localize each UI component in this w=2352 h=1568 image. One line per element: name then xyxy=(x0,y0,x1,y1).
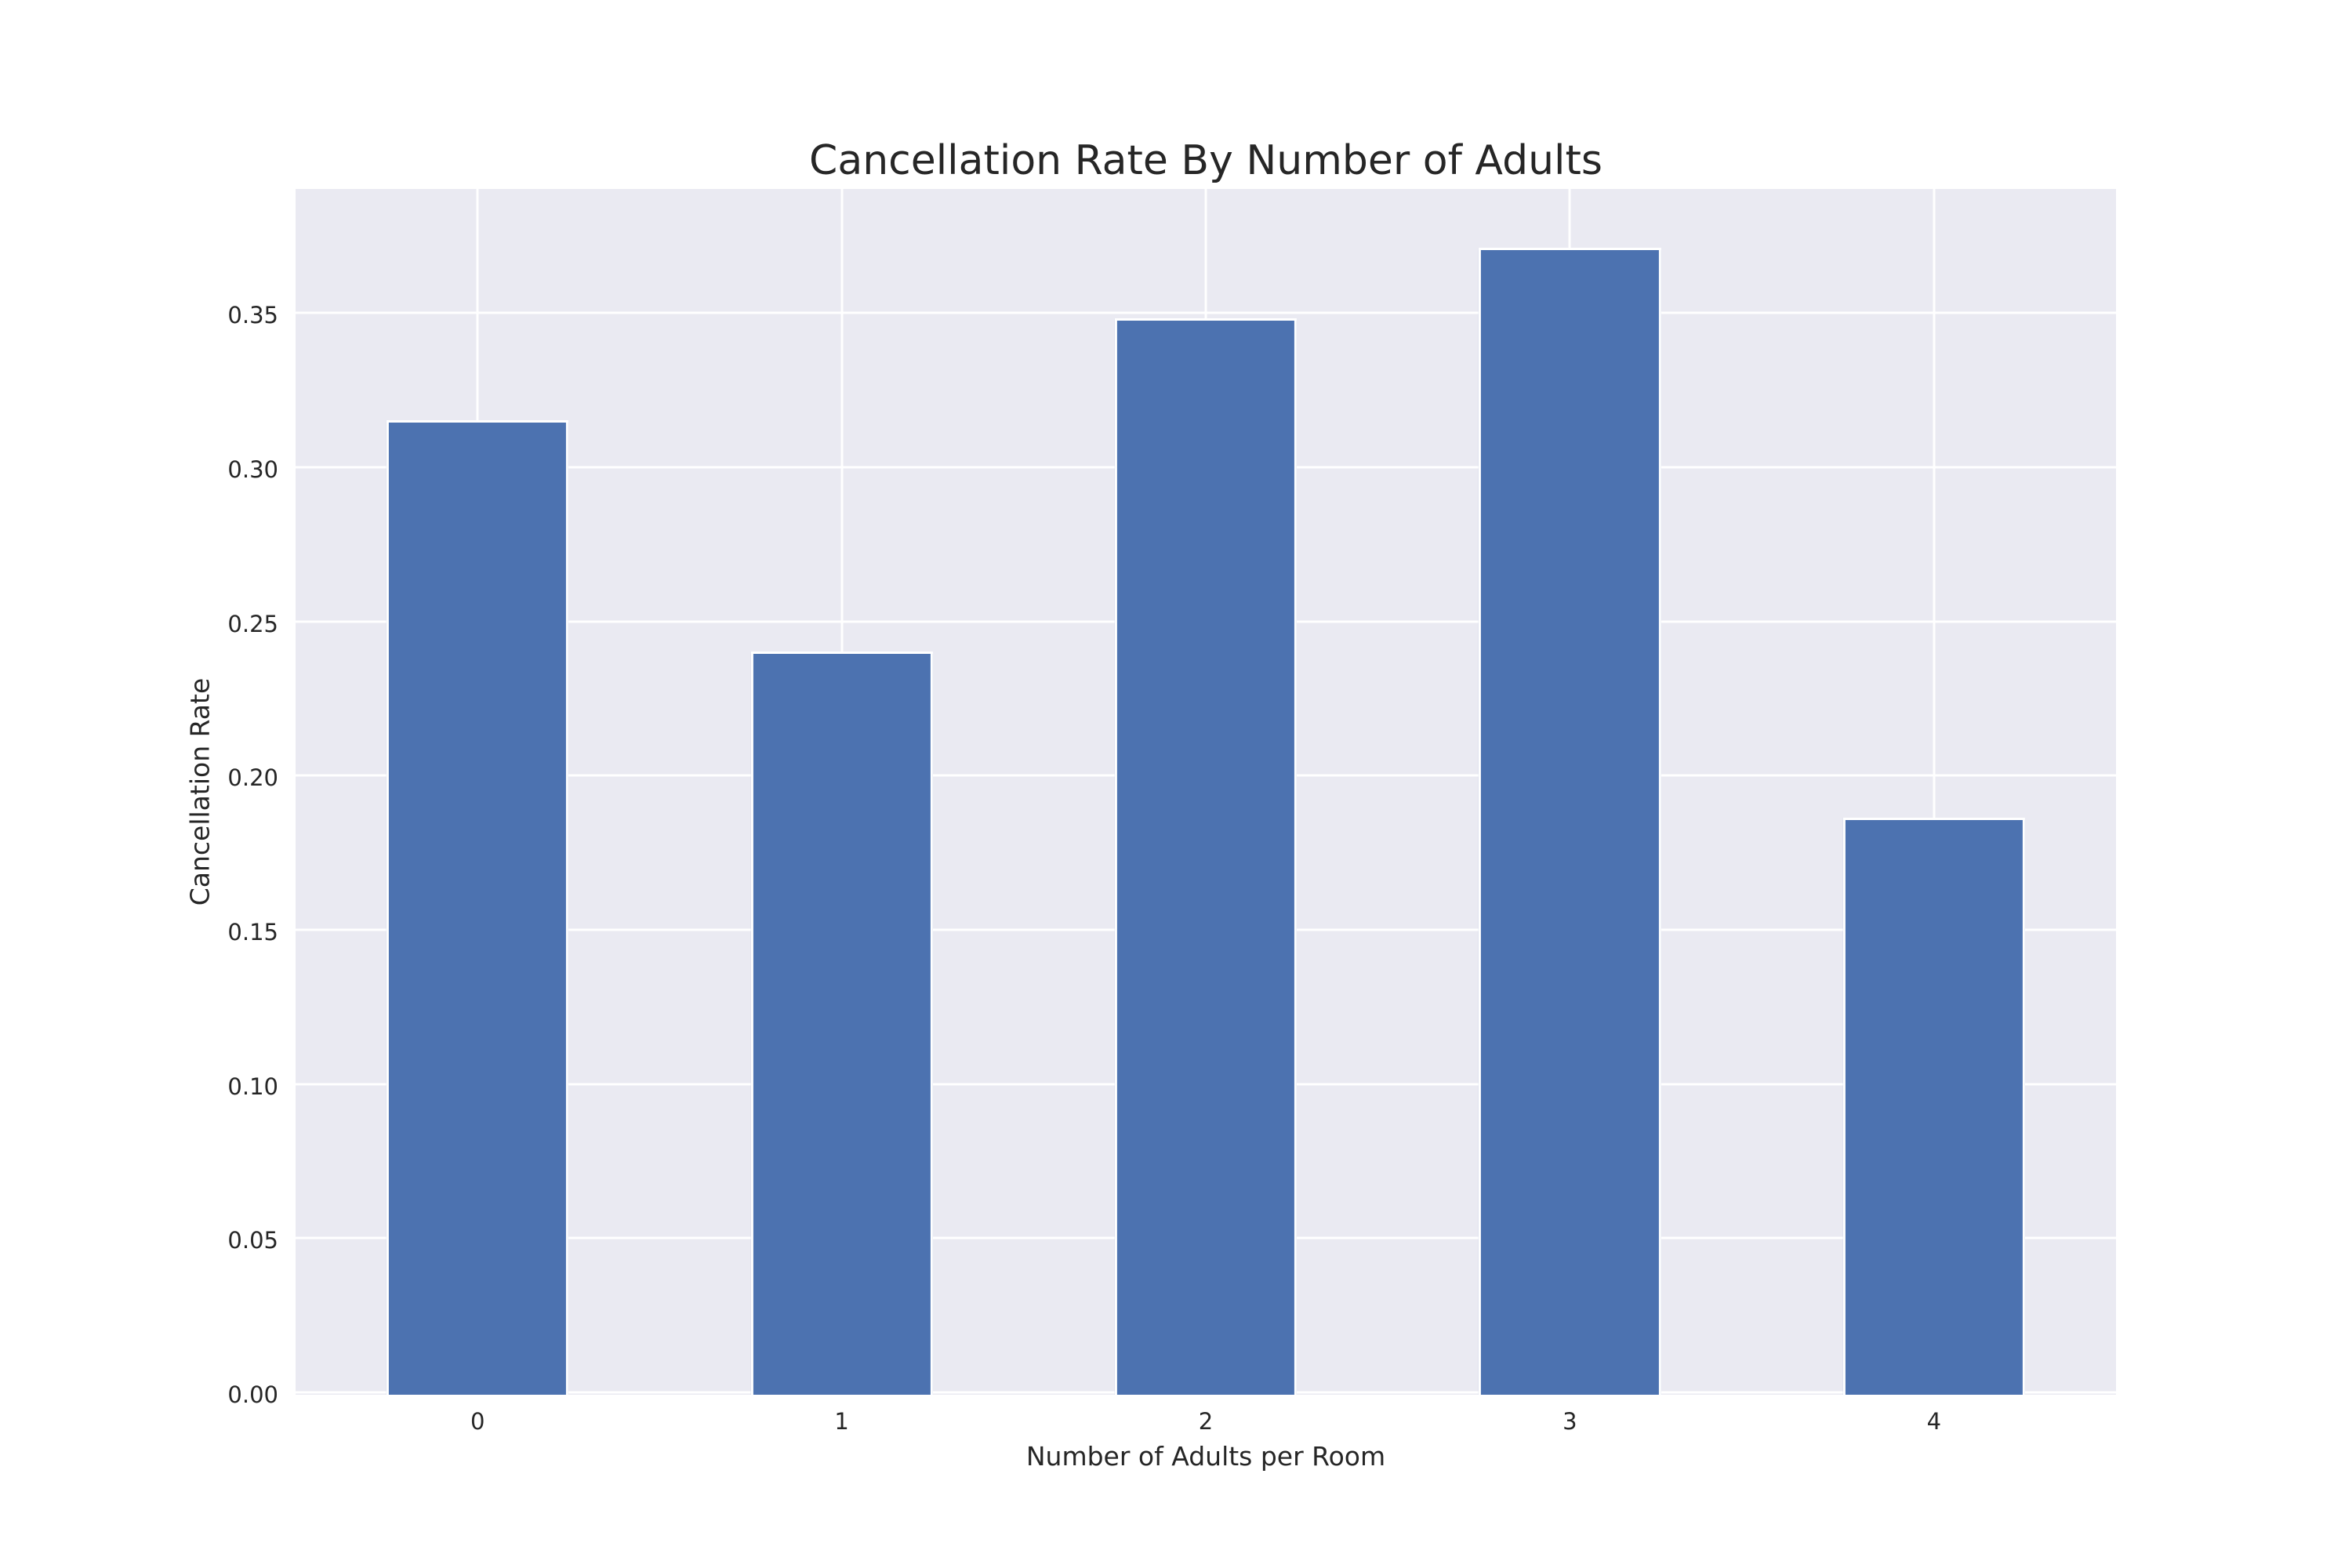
y-tick-label: 0.10 xyxy=(227,1073,278,1100)
y-tick-label: 0.00 xyxy=(227,1381,278,1408)
x-tick-label: 3 xyxy=(1563,1408,1577,1435)
y-tick-label: 0.25 xyxy=(227,610,278,637)
x-axis-label: Number of Adults per Room xyxy=(1025,1441,1386,1472)
y-axis-label: Cancellation Rate xyxy=(184,677,216,906)
x-tick-label: 1 xyxy=(834,1408,849,1435)
x-tick-label: 4 xyxy=(1926,1408,1942,1435)
y-tick-label: 0.05 xyxy=(227,1227,278,1254)
chart-title: Cancellation Rate By Number of Adults xyxy=(809,137,1602,184)
bar-3 xyxy=(1479,247,1661,1395)
bar-0 xyxy=(387,420,569,1395)
x-tick-label: 0 xyxy=(470,1408,485,1435)
y-tick-label: 0.30 xyxy=(227,456,278,483)
bar-4 xyxy=(1842,818,2025,1395)
x-tick-label: 2 xyxy=(1198,1408,1214,1435)
y-tick-label: 0.15 xyxy=(227,918,278,946)
bar-1 xyxy=(750,652,933,1395)
plot-area xyxy=(296,189,2116,1395)
v-gridline xyxy=(1933,189,1936,1395)
y-tick-label: 0.20 xyxy=(227,764,278,792)
y-tick-label: 0.35 xyxy=(227,302,278,329)
bar-2 xyxy=(1114,318,1298,1395)
